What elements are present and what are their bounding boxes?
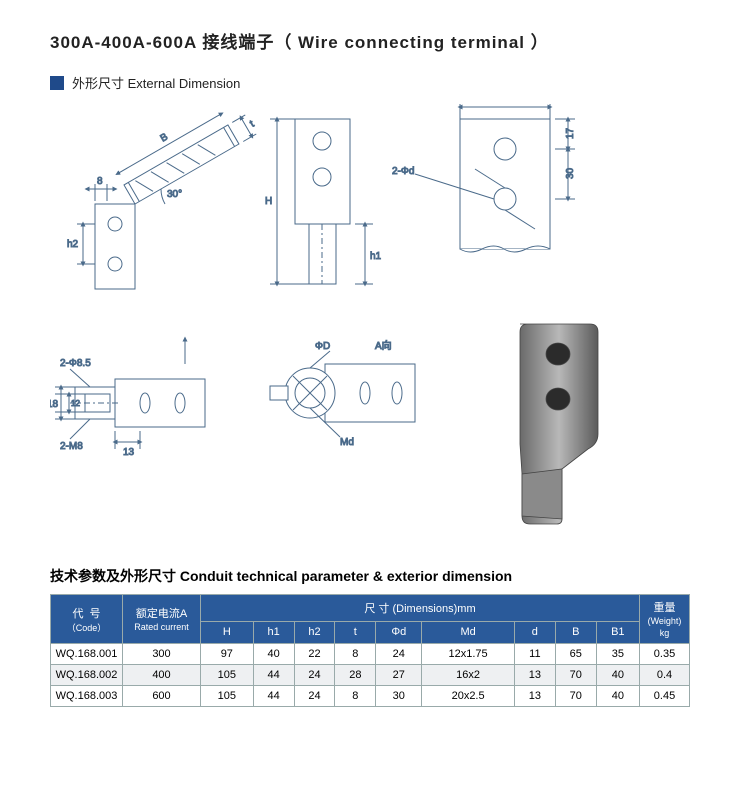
dim-B: B — [159, 131, 171, 144]
table-cell: 22 — [294, 644, 335, 665]
col-phid: Φd — [376, 621, 422, 643]
table-cell: 11 — [514, 644, 555, 665]
dim-H: H — [265, 196, 272, 207]
section-label: 外形尺寸 External Dimension — [72, 73, 240, 92]
col-code-cn: 代 号 — [72, 608, 100, 620]
table-cell: 65 — [555, 644, 596, 665]
table-cell: 70 — [555, 665, 596, 686]
table-cell: WQ.168.003 — [51, 686, 123, 707]
col-d: d — [514, 621, 555, 643]
col-B1: B1 — [596, 621, 639, 643]
table-cell: 35 — [596, 644, 639, 665]
dim-2phi85: 2-Φ8.5 — [60, 358, 91, 369]
spec-table-body: WQ.168.00130097402282412x1.751165350.35W… — [51, 644, 690, 707]
spec-table: 代 号 （Code） 额定电流A Rated current 尺 寸 (Dime… — [50, 594, 690, 707]
dim-h1: h1 — [370, 251, 382, 262]
table-cell: 600 — [123, 686, 201, 707]
table-cell: 13 — [514, 665, 555, 686]
table-row: WQ.168.0024001054424282716x21370400.4 — [51, 665, 690, 686]
dim-13: 13 — [123, 447, 135, 458]
col-h1: h1 — [253, 621, 294, 643]
table-cell: WQ.168.002 — [51, 665, 123, 686]
dim-phiD: ΦD — [315, 341, 330, 352]
table-cell: 13 — [514, 686, 555, 707]
param-section-title: 技术参数及外形尺寸 Conduit technical parameter & … — [50, 566, 690, 586]
table-cell: 16x2 — [422, 665, 515, 686]
col-rated-en: Rated current — [134, 622, 189, 632]
table-cell: 8 — [335, 686, 376, 707]
table-cell: 44 — [253, 665, 294, 686]
dim-18: 18 — [50, 399, 59, 410]
table-cell: 70 — [555, 686, 596, 707]
table-cell: 20x2.5 — [422, 686, 515, 707]
table-cell: 40 — [253, 644, 294, 665]
dim-B1: B1 — [500, 104, 513, 106]
col-B: B — [555, 621, 596, 643]
table-cell: 27 — [376, 665, 422, 686]
table-cell: 40 — [596, 665, 639, 686]
page-title: 300A-400A-600A 接线端子（ Wire connecting ter… — [50, 28, 690, 53]
col-h2: h2 — [294, 621, 335, 643]
dim-2phid: 2-Φd — [392, 166, 414, 177]
table-row: WQ.168.003600105442483020x2.51370400.45 — [51, 686, 690, 707]
table-cell: 8 — [335, 644, 376, 665]
dim-30: 30 — [565, 167, 576, 179]
col-H: H — [201, 621, 254, 643]
table-row: WQ.168.00130097402282412x1.751165350.35 — [51, 644, 690, 665]
section-external-dimension: 外形尺寸 External Dimension — [50, 73, 690, 92]
dim-17: 17 — [565, 127, 576, 139]
dim-12: 12 — [71, 399, 80, 408]
table-cell: 105 — [201, 686, 254, 707]
col-weight-en: (Weight) — [648, 616, 682, 626]
table-cell: 40 — [596, 686, 639, 707]
col-t: t — [335, 621, 376, 643]
col-weight-cn: 重量 — [654, 602, 676, 614]
table-cell: 24 — [376, 644, 422, 665]
table-cell: 30 — [376, 686, 422, 707]
dim-8: 8 — [97, 176, 103, 187]
table-cell: 105 — [201, 665, 254, 686]
table-cell: 0.45 — [640, 686, 690, 707]
table-cell: 0.4 — [640, 665, 690, 686]
col-rated-cn: 额定电流A — [136, 608, 187, 620]
table-cell: 44 — [253, 686, 294, 707]
col-dim-group: 尺 寸 (Dimensions)mm — [201, 595, 640, 622]
col-code-en: （Code） — [67, 623, 107, 633]
col-Md: Md — [422, 621, 515, 643]
engineering-drawings: B t 30° 8 — [50, 104, 690, 554]
dim-30deg: 30° — [167, 189, 182, 200]
table-cell: 0.35 — [640, 644, 690, 665]
section-marker — [50, 76, 64, 90]
label-Aview: A向 — [375, 339, 392, 352]
table-cell: 24 — [294, 686, 335, 707]
spec-table-header: 代 号 （Code） 额定电流A Rated current 尺 寸 (Dime… — [51, 595, 690, 644]
dim-t: t — [248, 119, 256, 130]
col-weight-unit: kg — [660, 628, 670, 638]
dim-2M8: 2-M8 — [60, 441, 83, 452]
table-cell: 12x1.75 — [422, 644, 515, 665]
table-cell: 24 — [294, 665, 335, 686]
table-cell: 97 — [201, 644, 254, 665]
dim-Md: Md — [340, 437, 354, 448]
table-cell: 28 — [335, 665, 376, 686]
dim-h2: h2 — [67, 239, 79, 250]
table-cell: 400 — [123, 665, 201, 686]
table-cell: WQ.168.001 — [51, 644, 123, 665]
table-cell: 300 — [123, 644, 201, 665]
